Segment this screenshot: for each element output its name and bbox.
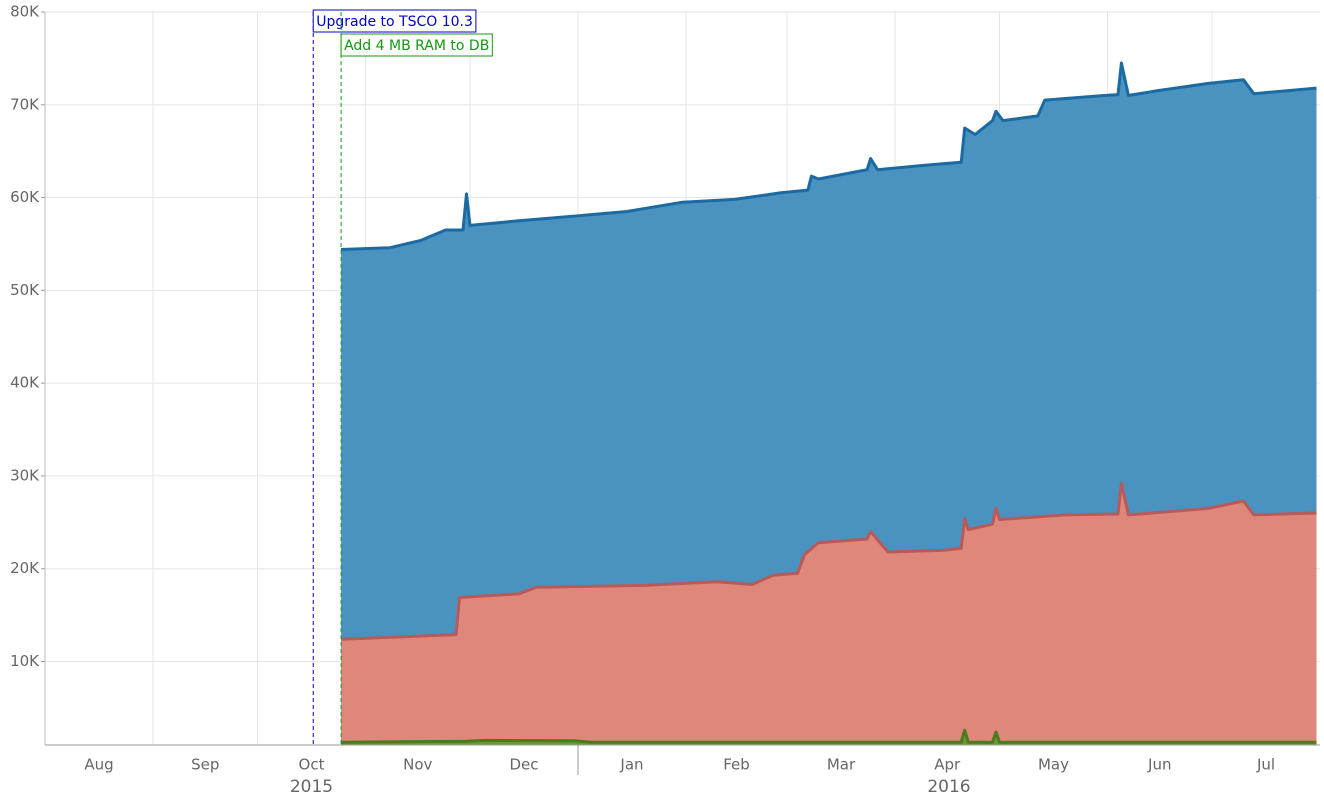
annotation-label: Add 4 MB RAM to DB [344, 38, 489, 54]
year-label: 2015 [290, 777, 333, 797]
x-tick-label: Dec [509, 756, 538, 774]
y-tick-label: 80K [10, 3, 40, 21]
x-tick-label: Jul [1256, 756, 1275, 774]
x-tick-label: Feb [723, 756, 750, 774]
y-tick-label: 20K [10, 559, 40, 577]
annotation-box [340, 33, 493, 57]
annotation-label: Upgrade to TSCO 10.3 [316, 14, 473, 30]
annotation-box [312, 9, 477, 33]
series-line [341, 481, 1317, 641]
year-label: 2016 [927, 777, 970, 797]
x-tick-label: Aug [84, 756, 113, 774]
x-tick-label: Oct [299, 756, 325, 774]
y-tick-label: 30K [10, 466, 40, 484]
x-tick-label: Jun [1147, 756, 1171, 774]
y-tick-label: 50K [10, 281, 40, 299]
x-tick-label: Sep [191, 756, 219, 774]
y-tick-label: 10K [10, 652, 40, 670]
x-tick-label: May [1038, 756, 1069, 774]
x-tick-label: Apr [934, 756, 961, 774]
y-tick-label: 70K [10, 95, 40, 113]
area [341, 483, 1317, 745]
x-tick-label: Jan [619, 756, 643, 774]
x-tick-label: Nov [403, 756, 432, 774]
series-line [341, 728, 1317, 744]
series-line [341, 61, 1317, 251]
x-tick-label: Mar [827, 756, 856, 774]
y-tick-label: 60K [10, 188, 40, 206]
y-tick-label: 40K [10, 374, 40, 392]
